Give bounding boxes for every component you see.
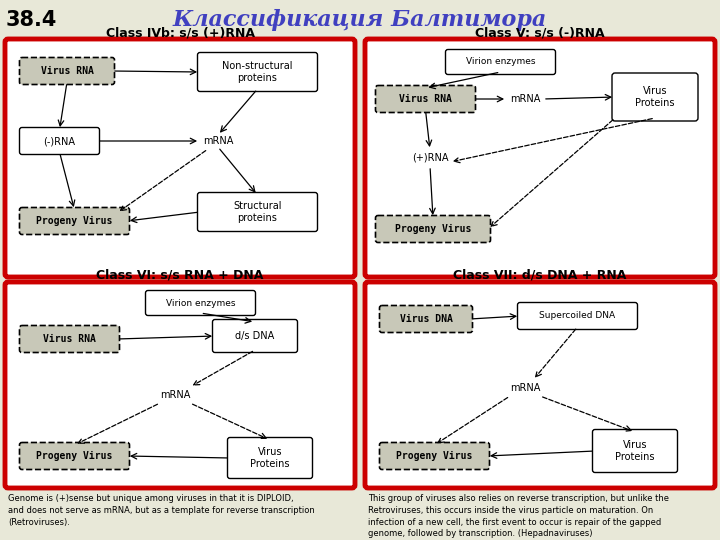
Text: Progeny Virus: Progeny Virus — [396, 451, 473, 461]
FancyBboxPatch shape — [379, 306, 472, 333]
FancyBboxPatch shape — [446, 50, 556, 75]
FancyBboxPatch shape — [197, 52, 318, 91]
Text: Genome is (+)sense but unique among viruses in that it is DIPLOID,
and does not : Genome is (+)sense but unique among viru… — [8, 494, 315, 526]
FancyBboxPatch shape — [5, 39, 355, 277]
FancyBboxPatch shape — [228, 437, 312, 478]
FancyBboxPatch shape — [365, 39, 715, 277]
FancyBboxPatch shape — [376, 85, 475, 112]
Text: Progeny Virus: Progeny Virus — [36, 216, 113, 226]
FancyBboxPatch shape — [5, 282, 355, 488]
FancyBboxPatch shape — [19, 442, 130, 469]
Text: Virus
Proteins: Virus Proteins — [251, 447, 289, 469]
FancyBboxPatch shape — [518, 302, 637, 329]
Text: Virus RNA: Virus RNA — [399, 94, 452, 104]
Text: Virus
Proteins: Virus Proteins — [635, 86, 675, 108]
Text: Supercoiled DNA: Supercoiled DNA — [539, 312, 616, 321]
Text: Virus RNA: Virus RNA — [40, 66, 94, 76]
FancyBboxPatch shape — [145, 291, 256, 315]
FancyBboxPatch shape — [212, 320, 297, 353]
FancyBboxPatch shape — [19, 57, 114, 84]
FancyBboxPatch shape — [19, 207, 130, 234]
Text: d/s DNA: d/s DNA — [235, 331, 274, 341]
Text: This group of viruses also relies on reverse transcription, but unlike the
Retro: This group of viruses also relies on rev… — [368, 494, 669, 538]
Text: Class VI: s/s RNA + DNA: Class VI: s/s RNA + DNA — [96, 269, 264, 282]
Text: Progeny Virus: Progeny Virus — [395, 224, 471, 234]
FancyBboxPatch shape — [197, 192, 318, 232]
Text: (-)RNA: (-)RNA — [43, 136, 76, 146]
Text: Class VII: d/s DNA + RNA: Class VII: d/s DNA + RNA — [454, 269, 626, 282]
Text: Virus DNA: Virus DNA — [400, 314, 452, 324]
FancyBboxPatch shape — [19, 127, 99, 154]
Text: mRNA: mRNA — [160, 390, 190, 400]
FancyBboxPatch shape — [593, 429, 678, 472]
Text: Virus RNA: Virus RNA — [43, 334, 96, 344]
Text: Progeny Virus: Progeny Virus — [36, 451, 113, 461]
FancyBboxPatch shape — [19, 326, 120, 353]
Text: mRNA: mRNA — [510, 383, 540, 393]
FancyBboxPatch shape — [379, 442, 490, 469]
Text: (+)RNA: (+)RNA — [412, 153, 449, 163]
Text: Virion enzymes: Virion enzymes — [166, 299, 235, 307]
Text: 38.4: 38.4 — [6, 10, 58, 30]
Text: Class IVb: s/s (+)RNA: Class IVb: s/s (+)RNA — [106, 26, 254, 39]
FancyBboxPatch shape — [376, 215, 490, 242]
Text: mRNA: mRNA — [203, 136, 233, 146]
FancyBboxPatch shape — [365, 282, 715, 488]
Text: Class V: s/s (-)RNA: Class V: s/s (-)RNA — [475, 26, 605, 39]
Text: Structural
proteins: Structural proteins — [233, 201, 282, 223]
Text: Virion enzymes: Virion enzymes — [466, 57, 535, 66]
Text: Virus
Proteins: Virus Proteins — [616, 440, 654, 462]
Text: Классификация Балтимора: Классификация Балтимора — [173, 9, 547, 31]
Text: mRNA: mRNA — [510, 94, 540, 104]
Text: Non-structural
proteins: Non-structural proteins — [222, 61, 293, 83]
FancyBboxPatch shape — [612, 73, 698, 121]
